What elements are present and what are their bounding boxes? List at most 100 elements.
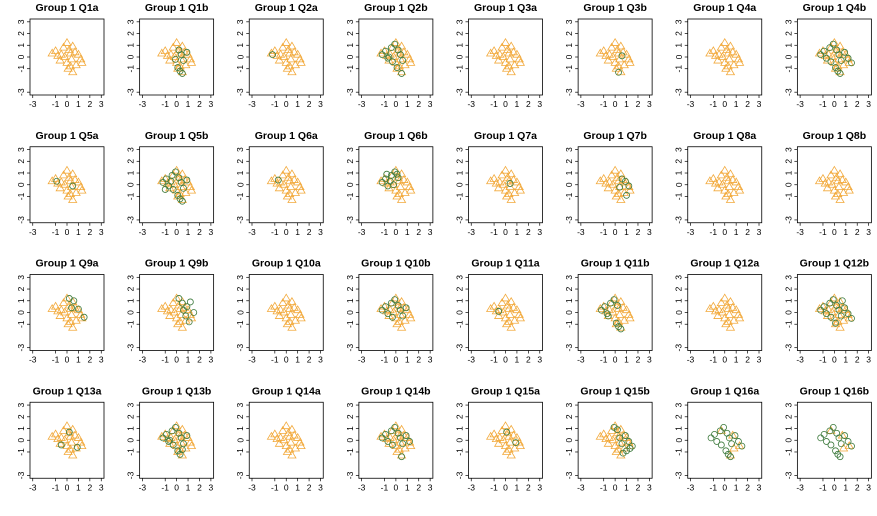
y-tick-label: 0	[345, 438, 355, 443]
x-tick-label: 2	[307, 227, 312, 237]
circle-point	[727, 453, 734, 461]
circle-point	[829, 423, 837, 431]
y-tick-label: 0	[455, 438, 465, 443]
circle-point	[402, 304, 410, 312]
triangle-point	[185, 54, 196, 63]
triangle-point	[514, 182, 524, 191]
y-tick-label: 2	[455, 159, 465, 164]
x-tick-label: 3	[99, 227, 104, 237]
triangle-point	[176, 54, 186, 63]
y-tick-label: 3	[16, 147, 26, 152]
triangle-point	[716, 298, 727, 307]
x-tick-label: 2	[855, 355, 860, 365]
x-tick-label: 3	[757, 99, 762, 109]
triangle-point	[76, 54, 86, 63]
triangle-point	[829, 293, 840, 302]
triangle-point	[177, 41, 188, 50]
x-tick-label: 0	[613, 227, 618, 237]
y-tick-label: -3	[16, 344, 26, 352]
triangle-point	[399, 430, 409, 439]
x-tick-label: -3	[796, 482, 804, 492]
x-tick-label: 1	[843, 355, 848, 365]
triangle-point	[714, 305, 724, 314]
circle-point	[735, 438, 742, 445]
y-tick-label: 0	[783, 182, 793, 187]
x-tick-label: 2	[416, 227, 421, 237]
triangle-point	[508, 430, 519, 439]
circle-point	[835, 51, 843, 59]
circle-point	[738, 442, 746, 450]
triangle-point	[272, 50, 282, 59]
circle-point	[73, 443, 81, 451]
x-tick-label: -3	[577, 482, 585, 492]
y-tick-label: 3	[783, 402, 793, 407]
circle-point	[625, 182, 633, 190]
x-tick-label: 0	[503, 227, 508, 237]
y-tick-label: 0	[783, 54, 793, 59]
y-tick-label: 3	[674, 147, 684, 152]
y-tick-label: -3	[235, 88, 245, 96]
y-tick-label: -3	[783, 216, 793, 224]
y-tick-label: 3	[674, 275, 684, 280]
y-tick-label: 2	[345, 159, 355, 164]
y-tick-label: 0	[783, 438, 793, 443]
triangle-point	[504, 316, 514, 325]
x-tick-label: -1	[52, 227, 60, 237]
triangle-point	[284, 444, 295, 453]
triangle-point	[818, 173, 828, 182]
circle-point	[834, 450, 842, 458]
y-tick-label: -3	[674, 471, 684, 479]
triangle-point	[820, 178, 830, 187]
x-tick-label: 2	[307, 355, 312, 365]
circle-point	[610, 423, 618, 431]
circle-point	[178, 299, 186, 307]
triangle-point	[733, 54, 744, 63]
x-tick-label: -1	[381, 482, 389, 492]
triangle-point	[270, 301, 280, 310]
panel-title: Group 1 Q9a	[35, 258, 98, 270]
triangle-point	[708, 46, 719, 55]
triangle-point	[50, 301, 61, 310]
triangle-point	[77, 57, 87, 66]
y-tick-label: -1	[16, 192, 26, 200]
x-tick-label: 2	[87, 355, 92, 365]
y-tick-label: 1	[126, 43, 136, 48]
y-tick-label: 3	[235, 147, 245, 152]
triangle-point	[725, 322, 736, 331]
triangle-point	[392, 63, 402, 72]
x-tick-label: 0	[284, 482, 289, 492]
circle-point	[174, 64, 182, 71]
x-tick-label: 3	[99, 482, 104, 492]
circle-point	[180, 184, 187, 192]
x-tick-label: 2	[87, 482, 92, 492]
triangle-point	[62, 293, 72, 302]
panel-title: Group 1 Q4b	[803, 2, 867, 14]
triangle-point	[157, 303, 167, 312]
triangle-point	[829, 37, 840, 46]
circle-point	[161, 186, 169, 193]
y-tick-label: -1	[783, 320, 793, 328]
y-tick-label: 3	[16, 19, 26, 24]
triangle-point	[734, 57, 745, 66]
triangle-point	[396, 195, 407, 203]
circle-point	[177, 179, 185, 186]
triangle-point	[56, 177, 66, 186]
x-tick-label: 0	[394, 482, 399, 492]
triangle-point	[76, 182, 86, 191]
circle-point	[168, 427, 176, 435]
y-tick-label: 0	[674, 182, 684, 187]
x-tick-label: 2	[197, 482, 202, 492]
triangle-point	[175, 189, 185, 198]
triangle-point	[176, 182, 186, 191]
y-tick-label: 1	[564, 170, 574, 175]
triangle-point	[599, 429, 609, 438]
x-tick-label: 1	[186, 482, 191, 492]
